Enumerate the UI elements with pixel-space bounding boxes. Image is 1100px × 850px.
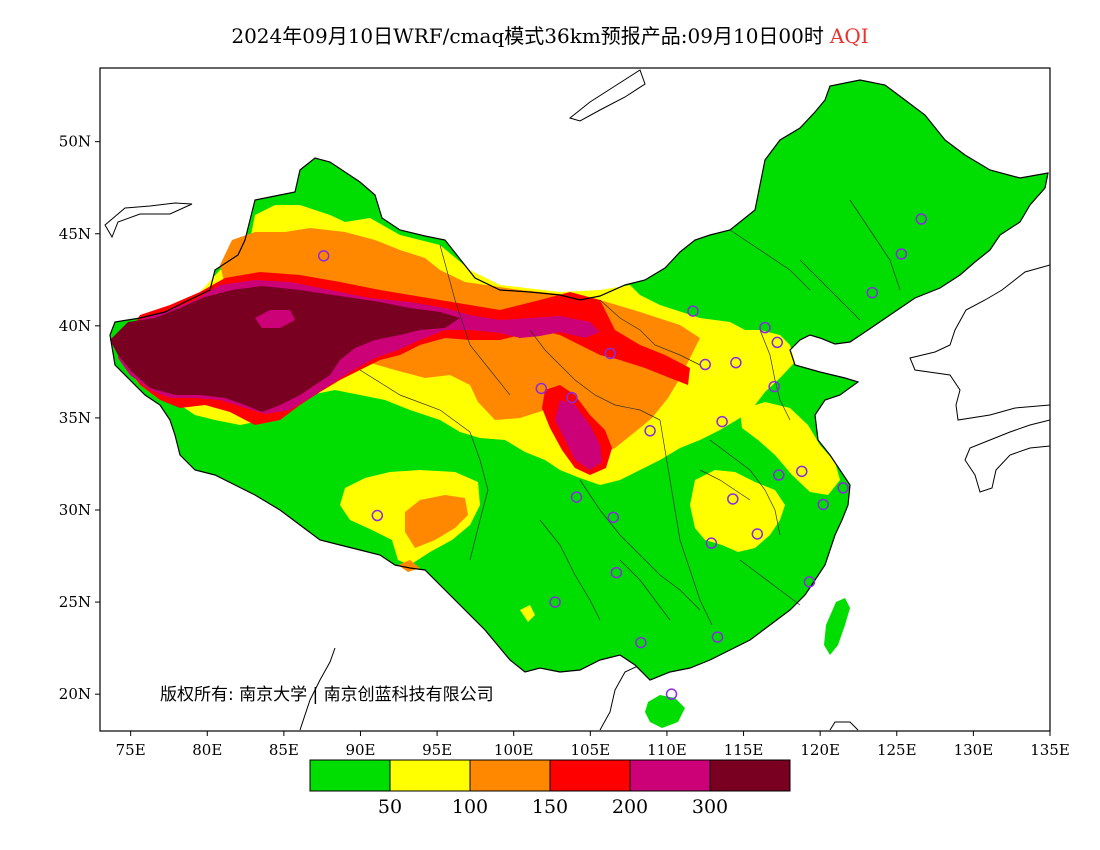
lon-tick-label: 110E — [647, 741, 687, 759]
colorbar-swatch — [709, 759, 791, 792]
aqi-colorbar: 50 100 150 200 300 — [309, 759, 791, 818]
station-marker — [751, 528, 764, 540]
lat-tick-label: 40N — [59, 317, 91, 335]
station-marker — [837, 482, 849, 494]
station-marker — [566, 391, 578, 404]
aqi-region-taiwan — [824, 598, 850, 655]
lat-tick-label: 20N — [59, 685, 91, 703]
station-marker — [607, 511, 620, 524]
station-marker — [635, 636, 647, 649]
lon-tick-label: 90E — [345, 741, 375, 759]
aqi-region-very-unhealthy-gansu — [555, 400, 602, 470]
aqi-region-hazardous-tarim — [110, 286, 460, 412]
lat-tick-label: 35N — [59, 409, 91, 427]
title-main: 2024年09月10日WRF/cmaq模式36km预报产品:09月10日00时 — [231, 24, 824, 48]
lon-tick-label: 135E — [1030, 741, 1070, 759]
longitude-axis: 75E 80E 85E 90E 95E 100E 105E 110E 115E 120E 125E 1… — [116, 731, 1070, 759]
lon-tick-label: 120E — [800, 741, 840, 759]
station-marker — [665, 688, 678, 700]
station-marker — [803, 576, 816, 588]
lon-tick-label: 115E — [724, 741, 764, 759]
colorbar-swatch — [549, 759, 631, 792]
station-marker — [796, 465, 808, 478]
station-marker — [317, 250, 330, 262]
station-marker — [773, 469, 785, 481]
station-marker — [759, 321, 771, 334]
copyright-text: 版权所有: 南京大学 | 南京创蓝科技有限公司 — [160, 685, 494, 705]
station-marker — [535, 382, 548, 395]
aqi-region-very-unhealthy-spot — [255, 310, 295, 328]
lat-tick-label: 45N — [59, 225, 91, 243]
aqi-region-moderate-yunnan — [520, 605, 535, 622]
lon-tick-label: 95E — [422, 741, 452, 759]
colorbar-label: 200 — [612, 796, 648, 818]
aqi-fill-regions — [110, 80, 1048, 728]
title-variable: AQI — [829, 24, 869, 48]
colorbar-label: 100 — [452, 796, 488, 818]
lat-tick-label: 50N — [59, 133, 91, 151]
station-marker — [866, 286, 879, 299]
lon-tick-label: 75E — [116, 741, 146, 759]
station-marker — [730, 356, 742, 369]
station-marker — [699, 358, 711, 371]
station-marker — [915, 213, 928, 225]
station-marker — [610, 566, 623, 579]
lon-tick-label: 125E — [877, 741, 917, 759]
station-marker — [716, 415, 728, 428]
neighbor-coastlines — [104, 69, 1050, 731]
lat-tick-label: 25N — [59, 593, 91, 611]
national-border — [109, 79, 1049, 681]
lon-tick-label: 100E — [494, 741, 534, 759]
station-markers — [317, 213, 928, 700]
province-boundaries — [359, 199, 901, 626]
lon-tick-label: 130E — [954, 741, 994, 759]
latitude-axis: 50N 45N 40N 35N 30N 25N 20N — [59, 133, 100, 703]
lon-tick-label: 105E — [571, 741, 611, 759]
station-marker — [727, 493, 739, 505]
station-marker — [771, 336, 784, 349]
station-marker — [549, 596, 561, 608]
aqi-region-hainan — [645, 695, 685, 728]
station-marker — [687, 305, 699, 317]
station-marker — [817, 498, 829, 511]
aqi-region-moderate-jianghuai — [740, 402, 840, 495]
station-marker — [711, 631, 724, 643]
station-marker — [705, 537, 718, 549]
station-marker — [768, 380, 780, 393]
lon-tick-label: 80E — [192, 741, 222, 759]
map-frame — [99, 67, 1051, 732]
station-marker — [644, 425, 656, 437]
colorbar-swatch — [469, 759, 551, 792]
map-content — [104, 69, 1050, 731]
aqi-region-sensitive-tibet — [405, 495, 468, 548]
lon-tick-label: 85E — [269, 741, 299, 759]
station-marker — [371, 509, 384, 522]
lat-tick-label: 30N — [59, 501, 91, 519]
station-marker — [570, 491, 583, 503]
colorbar-swatch — [629, 759, 711, 792]
station-marker — [895, 248, 908, 260]
station-marker — [604, 347, 616, 360]
colorbar-swatch — [389, 759, 471, 792]
colorbar-label: 300 — [692, 796, 728, 818]
map-title: 2024年09月10日WRF/cmaq模式36km预报产品:09月10日00时 A… — [0, 20, 1100, 49]
colorbar-swatch — [309, 759, 391, 792]
colorbar-label: 50 — [378, 796, 402, 818]
colorbar-label: 150 — [532, 796, 568, 818]
